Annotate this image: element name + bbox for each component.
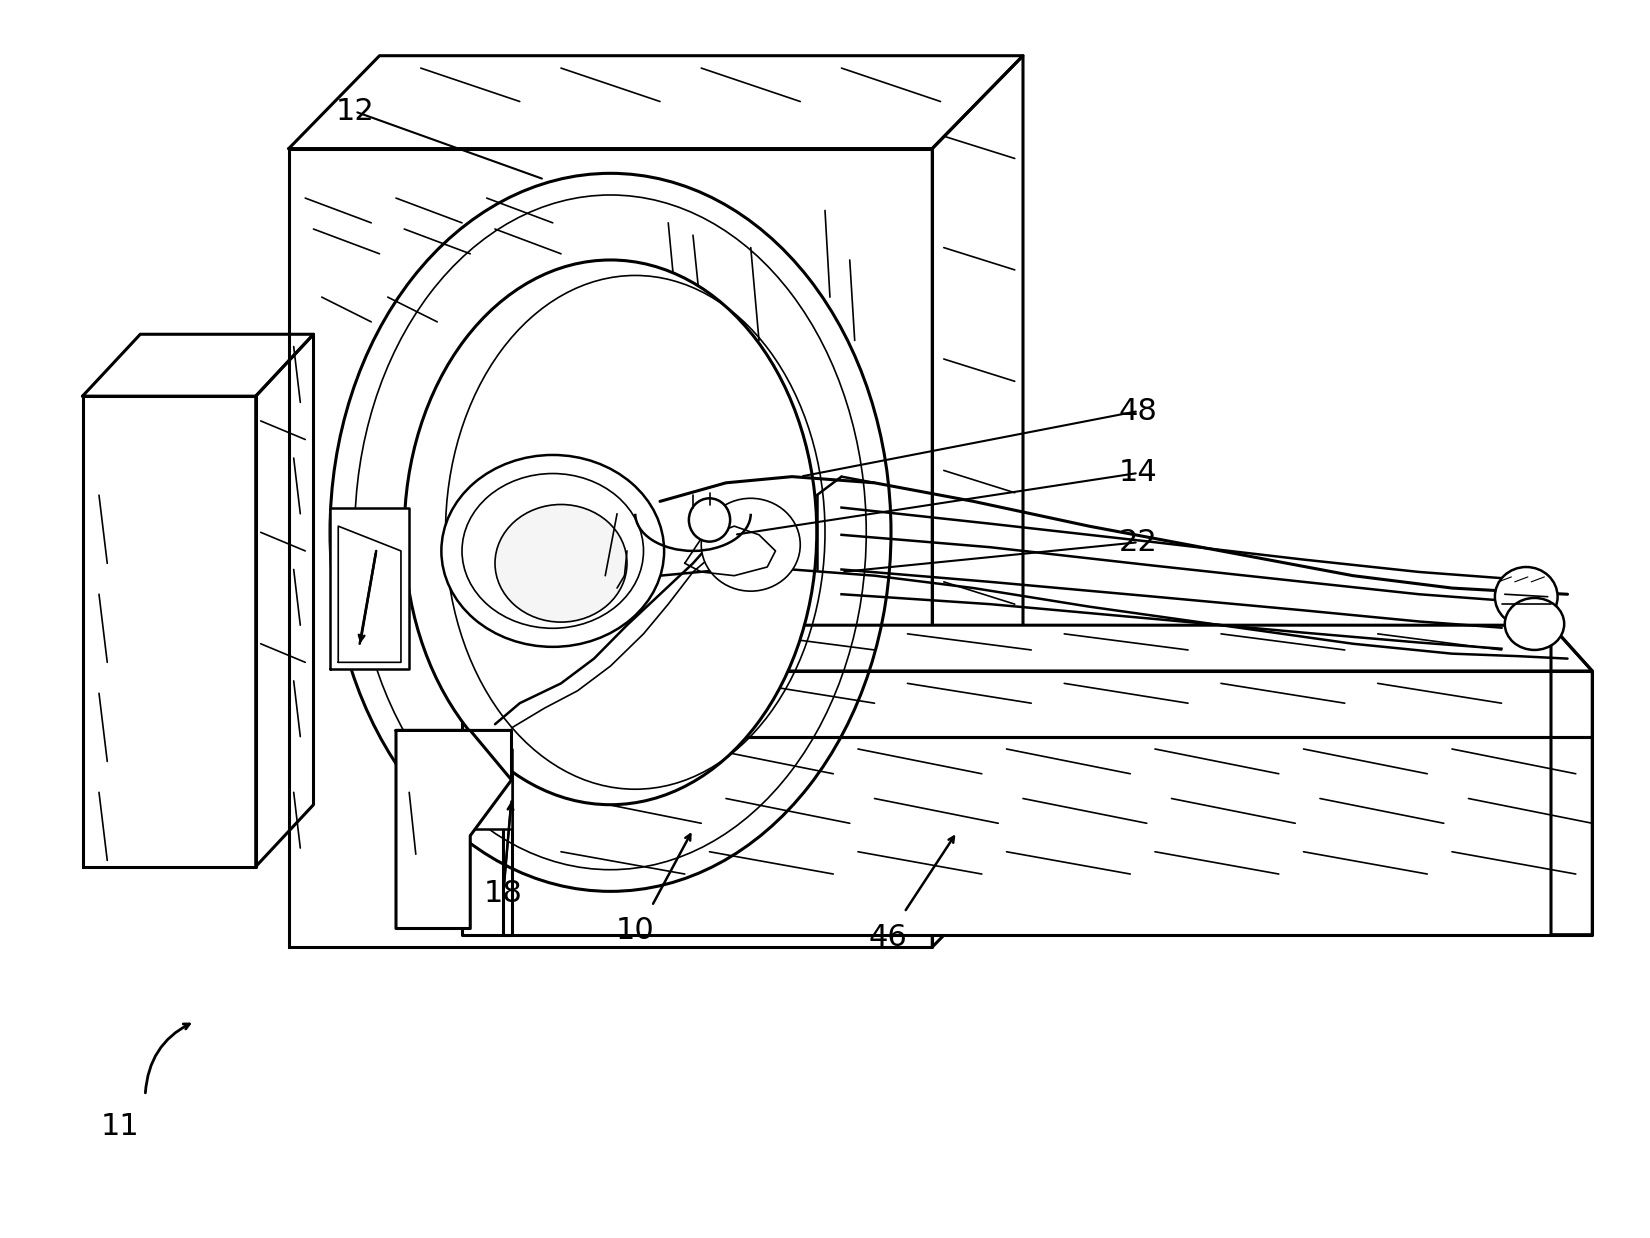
Polygon shape bbox=[462, 625, 512, 935]
Ellipse shape bbox=[1505, 598, 1564, 650]
Polygon shape bbox=[503, 671, 1592, 737]
Ellipse shape bbox=[1495, 567, 1558, 626]
Polygon shape bbox=[396, 730, 512, 928]
Text: 12: 12 bbox=[335, 97, 375, 126]
Polygon shape bbox=[462, 625, 1592, 671]
Text: 10: 10 bbox=[615, 916, 655, 946]
Ellipse shape bbox=[442, 456, 663, 646]
Text: 18: 18 bbox=[483, 879, 523, 909]
Polygon shape bbox=[462, 749, 512, 829]
Polygon shape bbox=[503, 737, 1592, 935]
Polygon shape bbox=[932, 56, 1023, 947]
Polygon shape bbox=[82, 396, 256, 867]
Text: 48: 48 bbox=[1119, 396, 1158, 426]
Polygon shape bbox=[330, 508, 409, 669]
Polygon shape bbox=[396, 730, 512, 780]
Polygon shape bbox=[289, 56, 1023, 149]
Ellipse shape bbox=[495, 505, 627, 621]
Text: 14: 14 bbox=[1119, 458, 1158, 488]
Polygon shape bbox=[256, 334, 314, 867]
Polygon shape bbox=[1551, 625, 1592, 935]
Ellipse shape bbox=[690, 499, 729, 542]
Polygon shape bbox=[289, 149, 932, 947]
Text: 11: 11 bbox=[101, 1112, 140, 1141]
Text: 46: 46 bbox=[868, 922, 908, 952]
Polygon shape bbox=[82, 334, 314, 396]
Ellipse shape bbox=[404, 260, 817, 805]
Ellipse shape bbox=[701, 498, 800, 591]
Text: 22: 22 bbox=[1119, 527, 1158, 557]
